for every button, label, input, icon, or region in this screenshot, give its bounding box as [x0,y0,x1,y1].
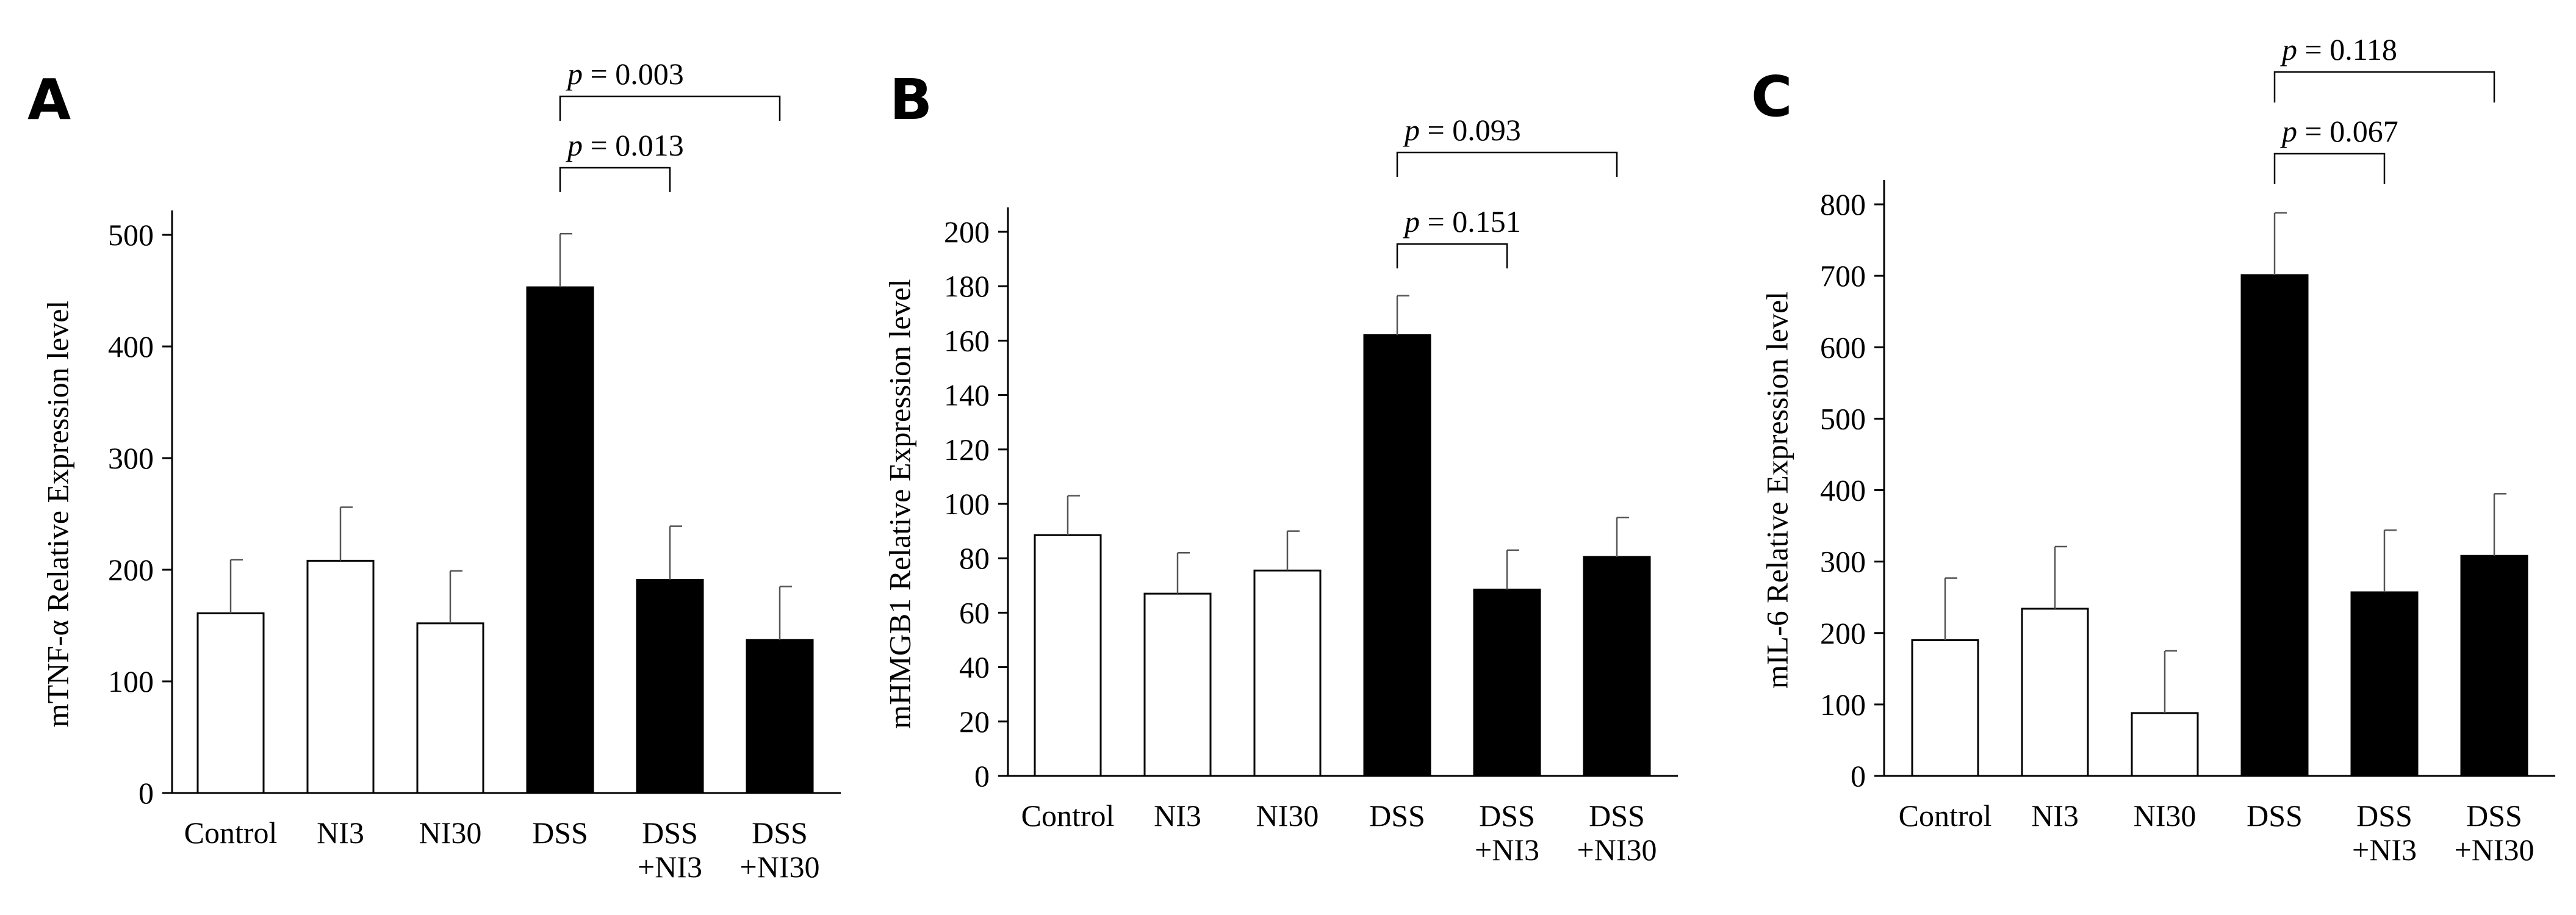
significance-bracket [2273,152,2386,184]
category-label: DSS [2466,798,2522,833]
y-tick-label: 200 [944,215,990,249]
bar [2240,274,2309,777]
y-tick-label: 700 [1820,259,1866,293]
bar [2460,554,2528,777]
bar [2021,608,2089,777]
category-label: DSS [532,816,588,850]
category-label: +NI3 [1475,833,1539,867]
bar [1253,569,1322,777]
y-tick-label: 400 [108,329,154,364]
panel-letter: C [1751,64,1793,129]
y-tick-label: 0 [974,759,990,793]
y-tick-label: 60 [959,595,990,630]
category-label: DSS [2247,798,2303,833]
y-axis-label: mTNF-α Relative Expression level [40,301,74,728]
y-tick-label: 180 [944,269,990,303]
significance-bracket [1396,243,1508,268]
bar [1911,639,1979,777]
bar [1583,556,1651,777]
significance-bracket [559,167,671,192]
bar [2131,712,2199,777]
category-label: NI3 [1154,798,1201,833]
category-label: DSS [1589,798,1645,833]
category-label: NI30 [419,816,482,850]
y-tick-label: 40 [959,650,990,684]
panel-a: A 0 100 200 300 400 500 mTNF-α Relative Express… [27,57,841,884]
y-axis-label: mIL-6 Relative Expression level [1760,292,1794,689]
bar [196,612,265,794]
bar [306,559,375,794]
category-label: +NI3 [2352,833,2417,867]
y-tick-label: 800 [1820,187,1866,221]
y-tick-label: 120 [944,432,990,467]
y-axis-label: mHMGB1 Relative Expression level [882,279,916,728]
panel-letter: B [890,67,932,132]
y-tick-label: 100 [108,664,154,698]
category-label: +NI30 [2455,833,2535,867]
panel-b: B 0 20 40 60 80 100 120 140 160 180 200 mHMGB1 Relat… [882,67,1678,867]
y-tick-label: 300 [108,441,154,475]
category-label: +NI30 [1577,833,1657,867]
y-tick-label: 160 [944,323,990,357]
bar [1363,334,1431,777]
category-label: NI3 [317,816,364,850]
p-value-label: p = 0.093 [1403,113,1521,147]
category-label: +NI30 [740,850,820,884]
category-label: DSS [2356,798,2412,833]
significance-bracket [1396,151,1618,177]
y-tick-label: 500 [1820,401,1866,436]
bar [746,639,814,794]
category-label: Control [184,816,278,850]
bar [636,578,704,794]
bar [2350,591,2419,777]
y-tick-label: 20 [959,705,990,739]
y-tick-label: 80 [959,541,990,575]
bar [416,622,484,794]
y-tick-label: 200 [1820,616,1866,650]
y-tick-label: 140 [944,378,990,412]
category-label: DSS [1369,798,1425,833]
bar [1034,534,1102,777]
category-label: DSS [1479,798,1535,833]
y-tick-label: 400 [1820,473,1866,508]
category-label: NI30 [2134,798,2196,833]
bar [526,286,594,794]
category-label: DSS [752,816,808,850]
p-value-label: p = 0.003 [566,57,684,91]
p-value-label: p = 0.118 [2280,32,2397,66]
y-tick-label: 0 [139,776,154,810]
y-tick-label: 600 [1820,330,1866,364]
panel-c: C 0 100 200 300 400 500 600 700 800 mIL-6 Relative… [1751,32,2555,867]
category-label: NI3 [2031,798,2079,833]
bar [1473,588,1541,777]
significance-bracket [559,95,781,121]
panel-letter: A [27,67,71,132]
category-label: NI30 [1256,798,1319,833]
p-value-label: p = 0.151 [1403,204,1521,239]
y-tick-label: 500 [108,218,154,252]
category-label: DSS [642,816,698,850]
p-value-label: p = 0.067 [2280,114,2398,148]
bar [1143,592,1212,777]
y-tick-label: 0 [1851,759,1866,793]
p-value-label: p = 0.013 [566,128,684,162]
y-tick-label: 100 [944,487,990,521]
category-label: Control [1021,798,1115,833]
y-tick-label: 200 [108,553,154,587]
category-label: Control [1899,798,1992,833]
y-tick-label: 300 [1820,545,1866,579]
significance-bracket [2273,71,2495,102]
category-label: +NI3 [638,850,702,884]
y-tick-label: 100 [1820,687,1866,722]
